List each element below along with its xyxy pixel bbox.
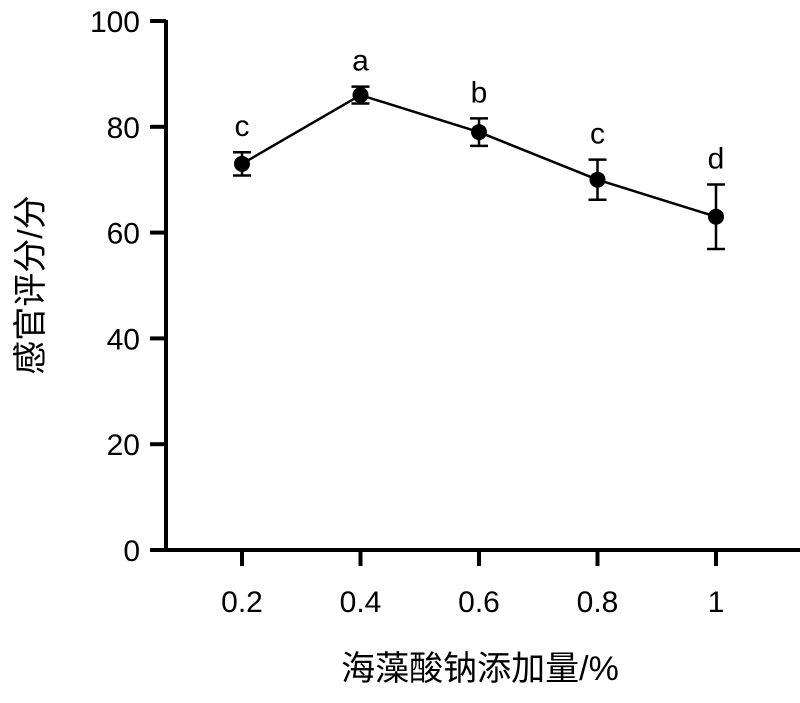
series-line [241,93,717,218]
data-point [234,155,250,172]
y-tick-label: 20 [107,429,140,462]
data-point [352,87,369,104]
y-tick-label: 100 [90,6,140,39]
x-tick-label: 1 [708,586,725,619]
data-point [471,124,487,141]
x-tick-label: 0.4 [340,586,382,619]
data-point [708,208,724,225]
x-axis-label: 海藻酸钠添加量/% [341,650,619,688]
y-tick-label: 80 [107,112,140,145]
significance-label: c [590,118,605,151]
y-tick-label: 0 [123,535,140,568]
data-point [589,171,606,188]
x-tick-label: 0.2 [221,586,263,619]
y-tick-label: 60 [107,218,140,251]
y-axis-label: 感官评分/分 [12,195,50,374]
y-tick-label: 40 [107,323,140,356]
significance-label: c [235,110,250,143]
significance-label: b [471,76,488,109]
x-tick-label: 0.8 [577,586,619,619]
significance-label: d [708,142,725,175]
x-tick-label: 0.6 [458,586,500,619]
significance-label: a [352,45,369,78]
